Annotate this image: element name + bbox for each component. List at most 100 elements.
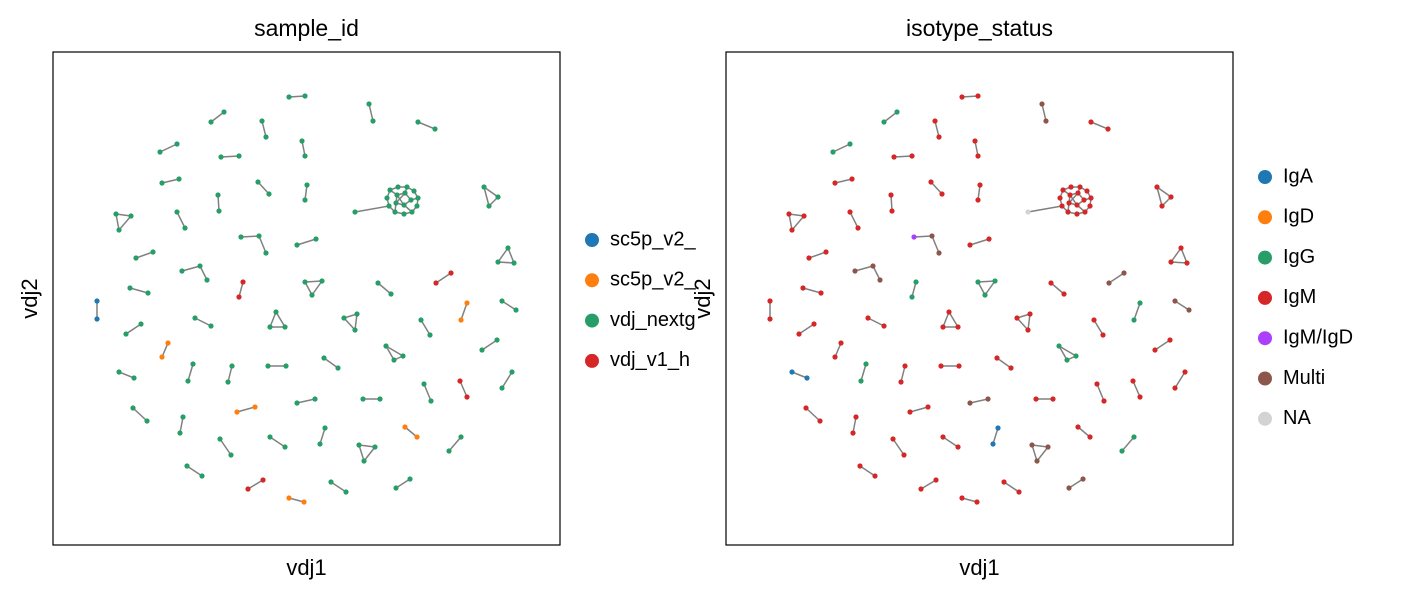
edge — [892, 438, 905, 456]
node — [199, 473, 205, 479]
node — [946, 309, 952, 315]
edge — [132, 407, 148, 422]
edge — [404, 426, 418, 438]
edge — [420, 319, 431, 336]
node — [1081, 197, 1087, 203]
edge — [977, 280, 996, 283]
edge — [920, 479, 937, 490]
node — [974, 499, 980, 505]
edge — [942, 311, 950, 328]
node — [301, 499, 307, 505]
node — [418, 317, 424, 323]
node — [486, 203, 492, 209]
node — [806, 255, 812, 261]
node — [933, 477, 939, 483]
node — [789, 227, 795, 233]
edge — [448, 436, 462, 452]
edge — [481, 339, 498, 351]
node — [870, 263, 876, 269]
node — [433, 280, 439, 286]
node — [509, 369, 515, 375]
edge — [913, 235, 933, 238]
node — [1073, 353, 1079, 359]
node — [801, 213, 807, 219]
edge — [194, 317, 212, 327]
node — [1130, 378, 1136, 384]
node — [857, 463, 863, 469]
node — [1061, 291, 1067, 297]
node — [479, 347, 485, 353]
edge — [948, 311, 959, 328]
edge — [969, 398, 989, 404]
node — [1016, 489, 1022, 495]
node — [138, 321, 144, 327]
node — [877, 277, 883, 283]
legend-marker — [1258, 290, 1272, 305]
node — [796, 331, 802, 337]
legend-label: vdj_v1_h — [610, 349, 690, 371]
edge — [984, 280, 996, 296]
edge — [423, 383, 432, 402]
node — [267, 324, 273, 330]
node — [372, 444, 378, 450]
node — [767, 316, 773, 322]
node — [317, 441, 323, 447]
node — [832, 354, 838, 360]
edge — [483, 186, 499, 198]
node — [309, 292, 315, 298]
node — [174, 209, 180, 215]
node — [975, 93, 981, 99]
node — [343, 489, 349, 495]
edge — [893, 155, 913, 158]
node — [165, 340, 171, 346]
node — [294, 242, 300, 248]
edge — [395, 478, 411, 489]
node — [260, 477, 266, 483]
node — [982, 292, 988, 298]
node — [94, 298, 100, 304]
node — [360, 396, 366, 402]
node — [847, 141, 853, 147]
edge — [288, 95, 306, 98]
node — [1059, 203, 1065, 209]
node — [939, 191, 945, 197]
node — [972, 138, 978, 144]
edge — [805, 407, 821, 422]
node — [1178, 245, 1184, 251]
node — [221, 109, 227, 115]
node — [1075, 190, 1081, 196]
node — [402, 424, 408, 430]
legend-marker — [1258, 250, 1272, 265]
edge — [236, 406, 256, 413]
node — [891, 154, 897, 160]
node — [177, 430, 183, 436]
edge — [1156, 186, 1163, 207]
node — [245, 486, 251, 492]
node — [321, 355, 327, 361]
edge — [187, 363, 194, 382]
node — [464, 300, 470, 306]
node — [881, 119, 887, 125]
node — [1056, 343, 1062, 349]
node — [335, 365, 341, 371]
node — [282, 444, 288, 450]
node — [1159, 203, 1165, 209]
node — [263, 134, 269, 140]
edge — [258, 235, 267, 254]
node — [1043, 118, 1049, 124]
node — [294, 400, 300, 406]
edge — [363, 446, 376, 462]
node — [992, 278, 998, 284]
edge — [296, 398, 316, 404]
node — [959, 94, 965, 100]
node — [448, 270, 454, 276]
x-axis-label: vdj1 — [286, 555, 326, 580]
node — [817, 418, 823, 424]
node — [1131, 317, 1137, 323]
legend-marker — [1258, 331, 1272, 346]
node — [228, 452, 234, 458]
node — [159, 354, 165, 360]
node — [197, 263, 203, 269]
node — [319, 278, 325, 284]
node — [767, 298, 773, 304]
